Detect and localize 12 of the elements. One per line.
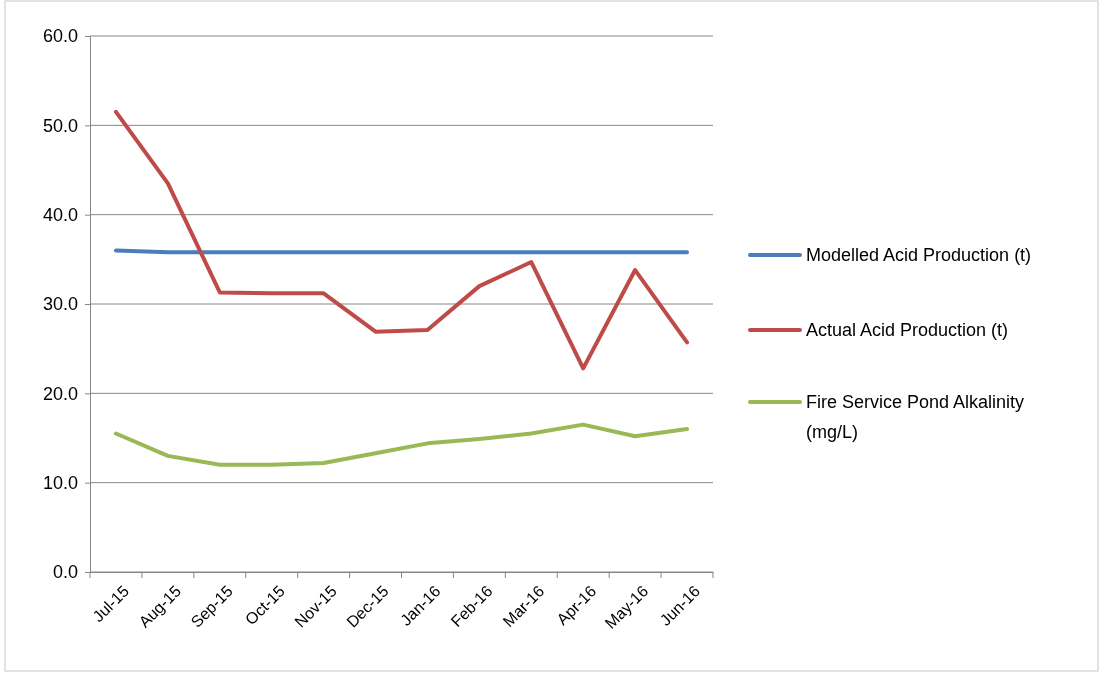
y-tick-label: 10.0	[42, 472, 78, 493]
legend-label: Fire Service Pond Alkalinity (mg/L)	[806, 392, 1025, 442]
line-series	[113, 422, 690, 467]
y-tick-label: 40.0	[42, 204, 78, 225]
y-tick-label: 0.0	[52, 562, 78, 583]
legend-label: Modelled Acid Production (t)	[806, 245, 1032, 265]
y-tick-label: 20.0	[42, 383, 78, 404]
y-tick-label: 50.0	[42, 115, 78, 136]
y-tick-label: 30.0	[42, 294, 78, 315]
legend-label: Actual Acid Production (t)	[806, 320, 1009, 340]
line-series	[113, 109, 690, 371]
y-tick-label: 60.0	[42, 26, 78, 47]
